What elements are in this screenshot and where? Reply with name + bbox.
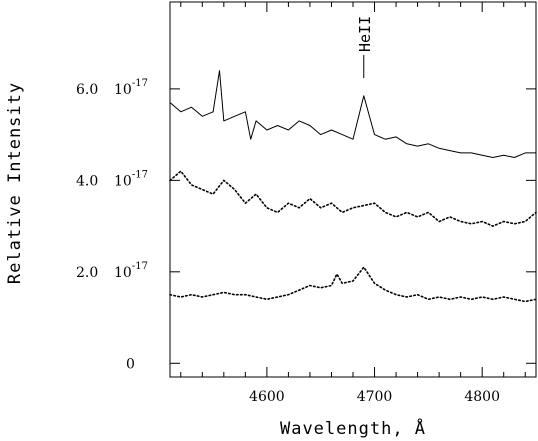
annotation-label: HeII bbox=[356, 16, 374, 52]
y-tick-label: 4.0 10-17 bbox=[76, 169, 148, 189]
y-axis-ticks: 0 2.0 10-17 4.0 10-17 6.0 10-17 bbox=[76, 78, 536, 372]
y-axis-title: Relative Intensity bbox=[5, 82, 25, 284]
y-tick-label: 6.0 10-17 bbox=[76, 78, 148, 98]
spectra-series bbox=[169, 70, 537, 303]
series-line-1 bbox=[169, 70, 536, 158]
x-tick-label: 4800 bbox=[464, 389, 500, 405]
series-line-3 bbox=[169, 266, 537, 303]
x-axis-title: Wavelength, Å bbox=[280, 417, 426, 439]
plot-frame bbox=[169, 1, 537, 378]
annotations: HeII bbox=[356, 16, 374, 78]
x-tick-label: 4700 bbox=[357, 389, 393, 405]
x-tick-label: 4600 bbox=[249, 389, 285, 405]
x-axis-ticks: 4600 4700 4800 bbox=[180, 2, 526, 405]
series-line-2 bbox=[169, 170, 537, 227]
y-tick-label: 2.0 10-17 bbox=[76, 261, 148, 281]
y-tick-label: 0 bbox=[126, 356, 135, 372]
